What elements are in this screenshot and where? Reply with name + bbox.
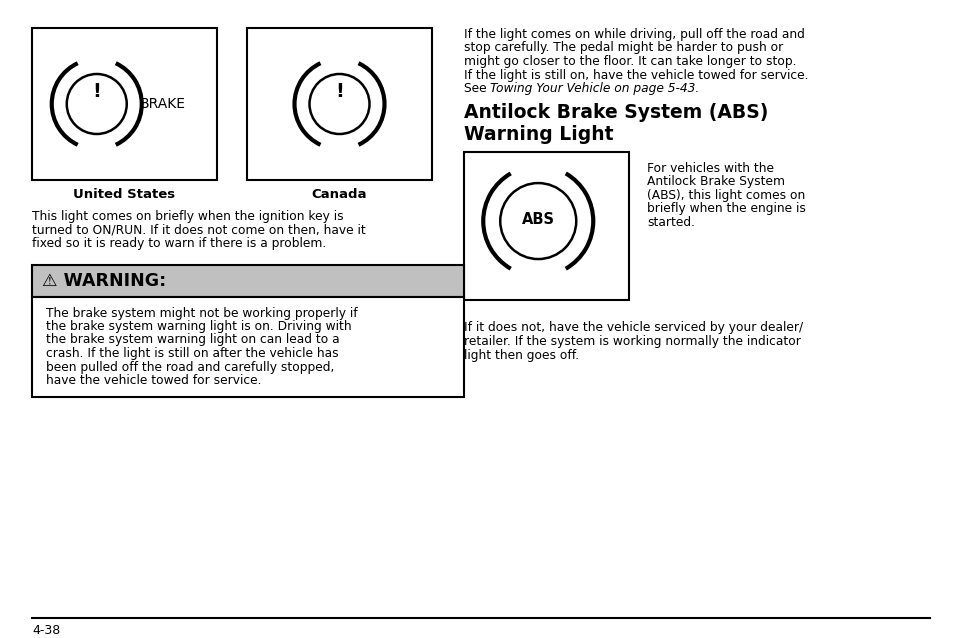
Text: Antilock Brake System: Antilock Brake System — [646, 175, 784, 188]
Text: have the vehicle towed for service.: have the vehicle towed for service. — [46, 374, 261, 387]
Text: started.: started. — [646, 216, 695, 228]
Text: United States: United States — [73, 188, 175, 201]
Text: the brake system warning light on can lead to a: the brake system warning light on can le… — [46, 334, 339, 346]
Text: This light comes on briefly when the ignition key is: This light comes on briefly when the ign… — [32, 210, 343, 223]
Text: been pulled off the road and carefully stopped,: been pulled off the road and carefully s… — [46, 360, 334, 373]
Text: stop carefully. The pedal might be harder to push or: stop carefully. The pedal might be harde… — [463, 41, 782, 54]
FancyBboxPatch shape — [32, 297, 463, 396]
Text: fixed so it is ready to warn if there is a problem.: fixed so it is ready to warn if there is… — [32, 237, 326, 250]
Text: crash. If the light is still on after the vehicle has: crash. If the light is still on after th… — [46, 347, 338, 360]
Text: ABS: ABS — [521, 212, 554, 227]
Text: 4-38: 4-38 — [32, 624, 60, 637]
Text: Towing Your Vehicle on page 5-43.: Towing Your Vehicle on page 5-43. — [490, 82, 699, 95]
Text: light then goes off.: light then goes off. — [463, 348, 578, 362]
FancyBboxPatch shape — [32, 28, 216, 180]
Text: ⚠ WARNING:: ⚠ WARNING: — [42, 272, 166, 290]
Text: retailer. If the system is working normally the indicator: retailer. If the system is working norma… — [463, 335, 800, 348]
FancyBboxPatch shape — [463, 151, 628, 299]
Text: If the light is still on, have the vehicle towed for service.: If the light is still on, have the vehic… — [463, 68, 807, 82]
Text: !: ! — [92, 82, 101, 101]
Text: Antilock Brake System (ABS): Antilock Brake System (ABS) — [463, 103, 767, 122]
Text: turned to ON/RUN. If it does not come on then, have it: turned to ON/RUN. If it does not come on… — [32, 223, 365, 237]
Text: briefly when the engine is: briefly when the engine is — [646, 202, 805, 215]
Text: might go closer to the floor. It can take longer to stop.: might go closer to the floor. It can tak… — [463, 55, 796, 68]
Text: !: ! — [335, 82, 344, 101]
Text: The brake system might not be working properly if: The brake system might not be working pr… — [46, 306, 357, 320]
FancyBboxPatch shape — [247, 28, 432, 180]
Text: See: See — [463, 82, 490, 95]
Text: Canada: Canada — [312, 188, 367, 201]
Text: (ABS), this light comes on: (ABS), this light comes on — [646, 188, 804, 202]
Text: BRAKE: BRAKE — [139, 97, 186, 111]
Text: If it does not, have the vehicle serviced by your dealer/: If it does not, have the vehicle service… — [463, 322, 802, 334]
Text: If the light comes on while driving, pull off the road and: If the light comes on while driving, pul… — [463, 28, 804, 41]
Text: For vehicles with the: For vehicles with the — [646, 161, 773, 175]
Text: Warning Light: Warning Light — [463, 126, 613, 144]
FancyBboxPatch shape — [32, 265, 463, 297]
Text: the brake system warning light is on. Driving with: the brake system warning light is on. Dr… — [46, 320, 352, 333]
